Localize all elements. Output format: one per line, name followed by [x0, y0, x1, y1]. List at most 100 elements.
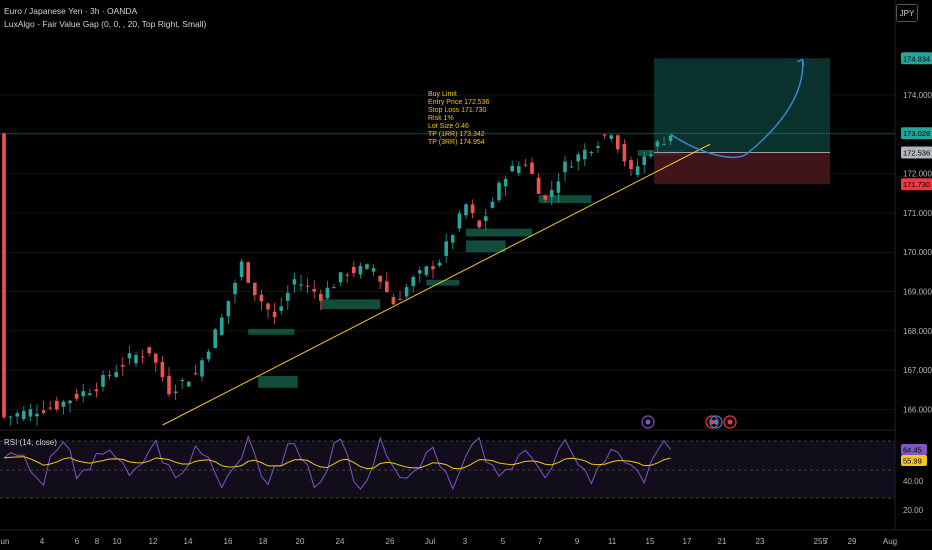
candle-body	[451, 235, 455, 243]
candle-body	[101, 374, 105, 387]
time-tick-label: 12	[149, 537, 158, 546]
price-badge: 171.730	[901, 178, 932, 191]
fvg-box	[466, 240, 506, 253]
trade-note-line: TP (3RR) 174.954	[428, 139, 485, 146]
candle-body	[635, 166, 640, 175]
time-tick-label: Aug	[883, 537, 897, 546]
candle-body	[345, 274, 349, 276]
candle-body	[94, 389, 99, 392]
candle-body	[338, 272, 343, 283]
candle-body	[411, 276, 415, 287]
price-tick-label: 166.000	[903, 405, 932, 414]
trade-note-line: Entry Price 172.536	[428, 99, 490, 106]
symbol-title[interactable]: Euro / Japanese Yen · 3h · OANDA	[4, 6, 138, 16]
candle-body	[140, 356, 145, 358]
candle-body	[279, 306, 283, 311]
time-tick-label: 25	[814, 537, 823, 546]
candle-body	[187, 381, 191, 387]
projection-curve	[670, 59, 804, 159]
price-badge-text: 171.730	[903, 180, 930, 189]
candle-body	[107, 375, 112, 377]
rsi-badge: 64.45	[901, 444, 927, 455]
candle-body	[259, 294, 264, 302]
fvg-box	[538, 195, 592, 204]
candle-body	[22, 410, 26, 420]
uptrend-line	[162, 143, 711, 426]
candle-body	[404, 287, 409, 297]
time-tick-label: 21	[718, 537, 727, 546]
time-tick-label: 3	[463, 537, 468, 546]
indicator-title[interactable]: LuxAlgo - Fair Value Gap (0, 0, , 20, To…	[4, 19, 207, 29]
candle-body	[68, 400, 72, 404]
candle-body	[239, 261, 244, 278]
candle-body	[642, 156, 646, 165]
time-tick-label: 16	[224, 537, 233, 546]
time-tick-label: 24	[336, 537, 345, 546]
candle-body	[365, 264, 369, 269]
time-tick-label: 7	[824, 537, 829, 546]
projection-arrow[interactable]	[670, 58, 805, 159]
candle-body	[655, 141, 660, 147]
rsi-badge-bg	[901, 455, 927, 466]
candle-body	[213, 329, 217, 349]
price-badge-bg	[901, 52, 932, 65]
candle-body	[266, 303, 270, 310]
candle-body	[35, 413, 39, 417]
candle-body	[325, 287, 330, 299]
candle-body	[147, 347, 151, 354]
candle-body	[477, 220, 481, 228]
time-tick-label: 8	[95, 537, 100, 546]
candle-body	[398, 299, 402, 301]
candle-body	[556, 181, 561, 193]
fvg-box	[258, 375, 298, 388]
rsi-badge-bg	[901, 444, 927, 455]
candle-body	[378, 275, 382, 282]
candle-body	[437, 262, 442, 266]
time-tick-label: 7	[538, 537, 543, 546]
price-tick-label: 174.000	[903, 91, 932, 100]
time-tick-label: 6	[75, 537, 80, 546]
candle-body	[292, 279, 297, 285]
flag-icon	[723, 415, 737, 429]
rsi-ma-line	[3, 456, 671, 470]
profit-zone	[654, 58, 830, 153]
time-tick-label: 15	[646, 537, 655, 546]
candle-body	[371, 268, 376, 272]
candle-body	[88, 393, 92, 395]
candle-body	[497, 182, 501, 201]
fvg-box	[248, 328, 295, 335]
price-badge-bg	[901, 127, 932, 140]
candle-body	[550, 190, 554, 197]
candle-body	[272, 311, 277, 318]
price-badge-text: 172.536	[903, 149, 930, 158]
time-tick-label: 9	[575, 537, 580, 546]
candle-body	[41, 410, 46, 413]
candle-body	[576, 154, 580, 162]
candle-body	[332, 287, 336, 289]
rsi-panel: 64.45 55.99 40.00 20.00	[0, 429, 927, 515]
trade-note-line: Stop Loss 171.730	[428, 107, 486, 114]
time-tick-label: 26	[386, 537, 395, 546]
rsi-label[interactable]: RSI (14, close)	[4, 438, 57, 447]
event-icons[interactable]	[641, 415, 737, 429]
candle-body	[8, 416, 13, 418]
time-tick-label: 18	[259, 537, 268, 546]
candle-body	[55, 400, 59, 410]
candle-body	[28, 409, 33, 417]
candle-body	[299, 284, 303, 286]
candle-body	[457, 213, 462, 229]
long-position-tool[interactable]	[0, 58, 895, 185]
price-badge: 174.934	[901, 52, 932, 65]
trendline[interactable]	[162, 143, 711, 426]
currency-button[interactable]: JPY	[896, 4, 918, 22]
candle-body	[616, 135, 620, 150]
price-badge-bg	[901, 146, 932, 159]
candle-body	[391, 297, 396, 305]
price-badge-text: 174.934	[903, 54, 930, 63]
time-axis[interactable]: Jun4681012141618202426Jul357911151721232…	[0, 529, 932, 546]
time-tick-label: 5	[823, 537, 828, 546]
rsi-line	[3, 435, 671, 491]
candle-body	[589, 151, 594, 154]
price-axis[interactable]: 174.000173.000172.000171.000170.000169.0…	[894, 0, 932, 530]
